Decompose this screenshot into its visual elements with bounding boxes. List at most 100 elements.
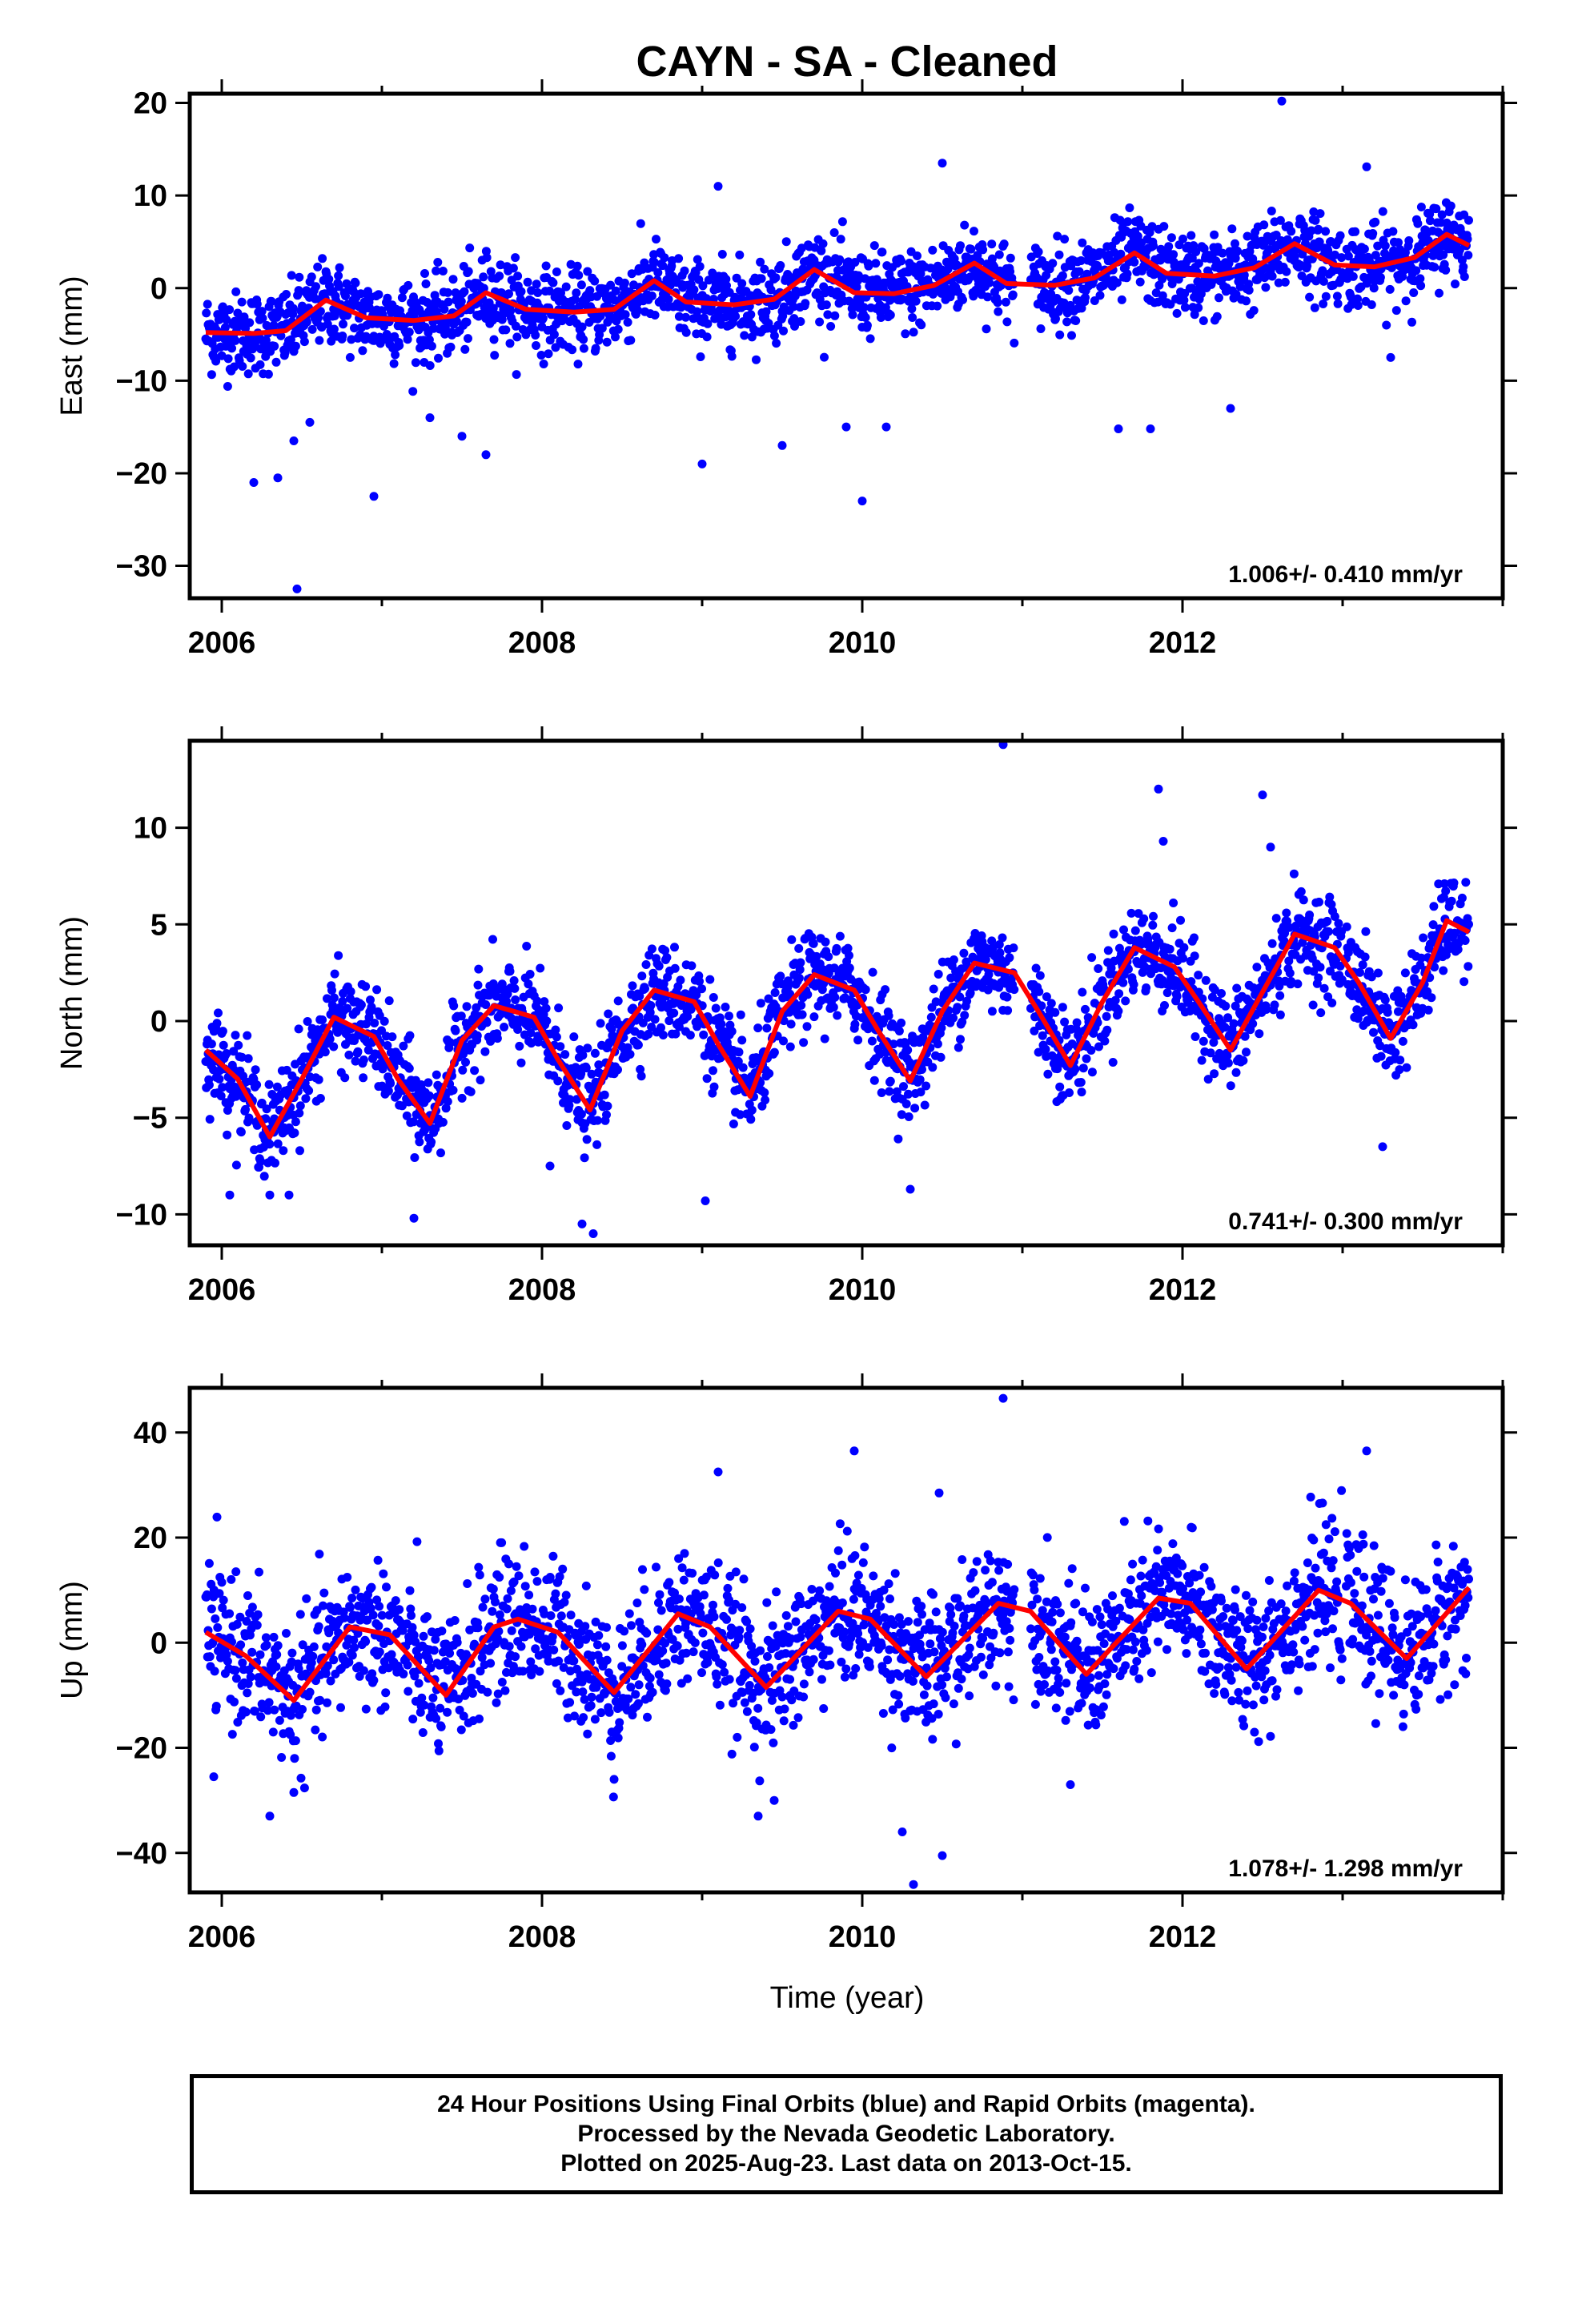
data-point: [1058, 1003, 1067, 1012]
data-point: [669, 1008, 679, 1018]
rate-label: 1.006+/- 0.410 mm/yr: [1228, 561, 1463, 588]
data-point: [262, 1640, 271, 1650]
data-point: [1076, 1078, 1086, 1087]
data-point: [505, 967, 515, 976]
data-point: [577, 322, 587, 332]
data-point: [762, 1023, 772, 1033]
data-point: [1271, 914, 1281, 923]
data-point: [1060, 1017, 1070, 1027]
data-point: [602, 337, 612, 347]
data-point: [1095, 291, 1105, 300]
data-point: [901, 329, 910, 339]
data-point: [837, 217, 847, 227]
data-point: [1348, 271, 1358, 281]
data-point: [1102, 1011, 1111, 1021]
data-point: [377, 1610, 387, 1620]
data-point: [735, 250, 745, 259]
data-point: [861, 985, 870, 995]
data-point: [386, 1079, 396, 1088]
data-point: [330, 969, 339, 979]
data-point: [372, 985, 382, 995]
data-point: [497, 1678, 507, 1687]
data-point: [1082, 269, 1092, 279]
data-point: [363, 1615, 372, 1625]
data-point: [662, 953, 672, 963]
data-point: [454, 1695, 464, 1704]
data-point: [379, 1016, 389, 1026]
data-point: [1371, 217, 1380, 227]
data-point: [1321, 227, 1331, 236]
data-point: [1167, 279, 1177, 288]
data-point: [544, 349, 553, 359]
data-point: [681, 328, 691, 337]
data-point: [1077, 304, 1086, 313]
data-point: [665, 1016, 674, 1026]
data-point: [361, 982, 371, 991]
data-point: [1239, 1055, 1248, 1065]
data-point: [1232, 983, 1242, 993]
data-point: [304, 1086, 314, 1096]
data-point: [769, 1047, 779, 1057]
data-point: [756, 999, 765, 1008]
data-point: [218, 1027, 227, 1036]
data-point: [565, 1095, 575, 1104]
y-tick-label: −10: [116, 364, 167, 398]
data-point: [1199, 1036, 1208, 1046]
data-point: [222, 1049, 231, 1058]
data-point: [551, 343, 560, 352]
data-point: [307, 324, 317, 334]
data-point: [384, 996, 394, 1006]
data-point: [1335, 961, 1345, 971]
data-point: [252, 1620, 262, 1630]
data-point: [237, 297, 247, 307]
data-point: [1149, 911, 1158, 921]
data-point: [215, 1589, 224, 1598]
outlier-point: [777, 440, 787, 450]
data-point: [1221, 1001, 1231, 1011]
data-point: [338, 996, 347, 1006]
data-point: [1284, 956, 1294, 966]
data-point: [318, 1015, 327, 1024]
data-point: [367, 1669, 377, 1679]
data-point: [1428, 920, 1438, 930]
data-point: [494, 1626, 504, 1636]
data-point: [231, 1674, 241, 1683]
data-point: [339, 320, 347, 329]
data-point: [1252, 963, 1262, 972]
data-point: [781, 237, 791, 247]
data-point: [650, 311, 660, 320]
data-point: [269, 1632, 279, 1642]
data-point: [1429, 902, 1439, 911]
data-point: [251, 1065, 260, 1075]
data-point: [1307, 226, 1316, 235]
data-point: [1112, 278, 1122, 287]
data-point: [540, 997, 549, 1007]
data-point: [533, 1037, 543, 1047]
data-point: [949, 1013, 958, 1023]
data-point: [1190, 933, 1199, 943]
data-point: [1359, 1006, 1369, 1015]
data-point: [1332, 292, 1342, 301]
data-point: [1325, 892, 1335, 902]
data-point: [1323, 927, 1333, 936]
data-point: [1353, 294, 1362, 304]
data-point: [591, 344, 600, 353]
data-point: [820, 352, 829, 362]
data-point: [695, 262, 705, 271]
data-point: [1282, 908, 1291, 918]
data-point: [654, 961, 664, 971]
data-point: [409, 1117, 418, 1127]
data-point: [614, 1019, 624, 1029]
data-point: [1197, 1055, 1207, 1065]
data-point: [256, 1712, 266, 1722]
data-point: [578, 1687, 588, 1697]
data-point: [436, 1703, 445, 1713]
data-point: [528, 1604, 537, 1614]
data-point: [1431, 204, 1441, 214]
data-point: [1435, 288, 1443, 298]
data-point: [664, 295, 673, 304]
data-point: [1194, 987, 1203, 997]
data-point: [495, 271, 504, 281]
data-point: [1305, 292, 1315, 302]
